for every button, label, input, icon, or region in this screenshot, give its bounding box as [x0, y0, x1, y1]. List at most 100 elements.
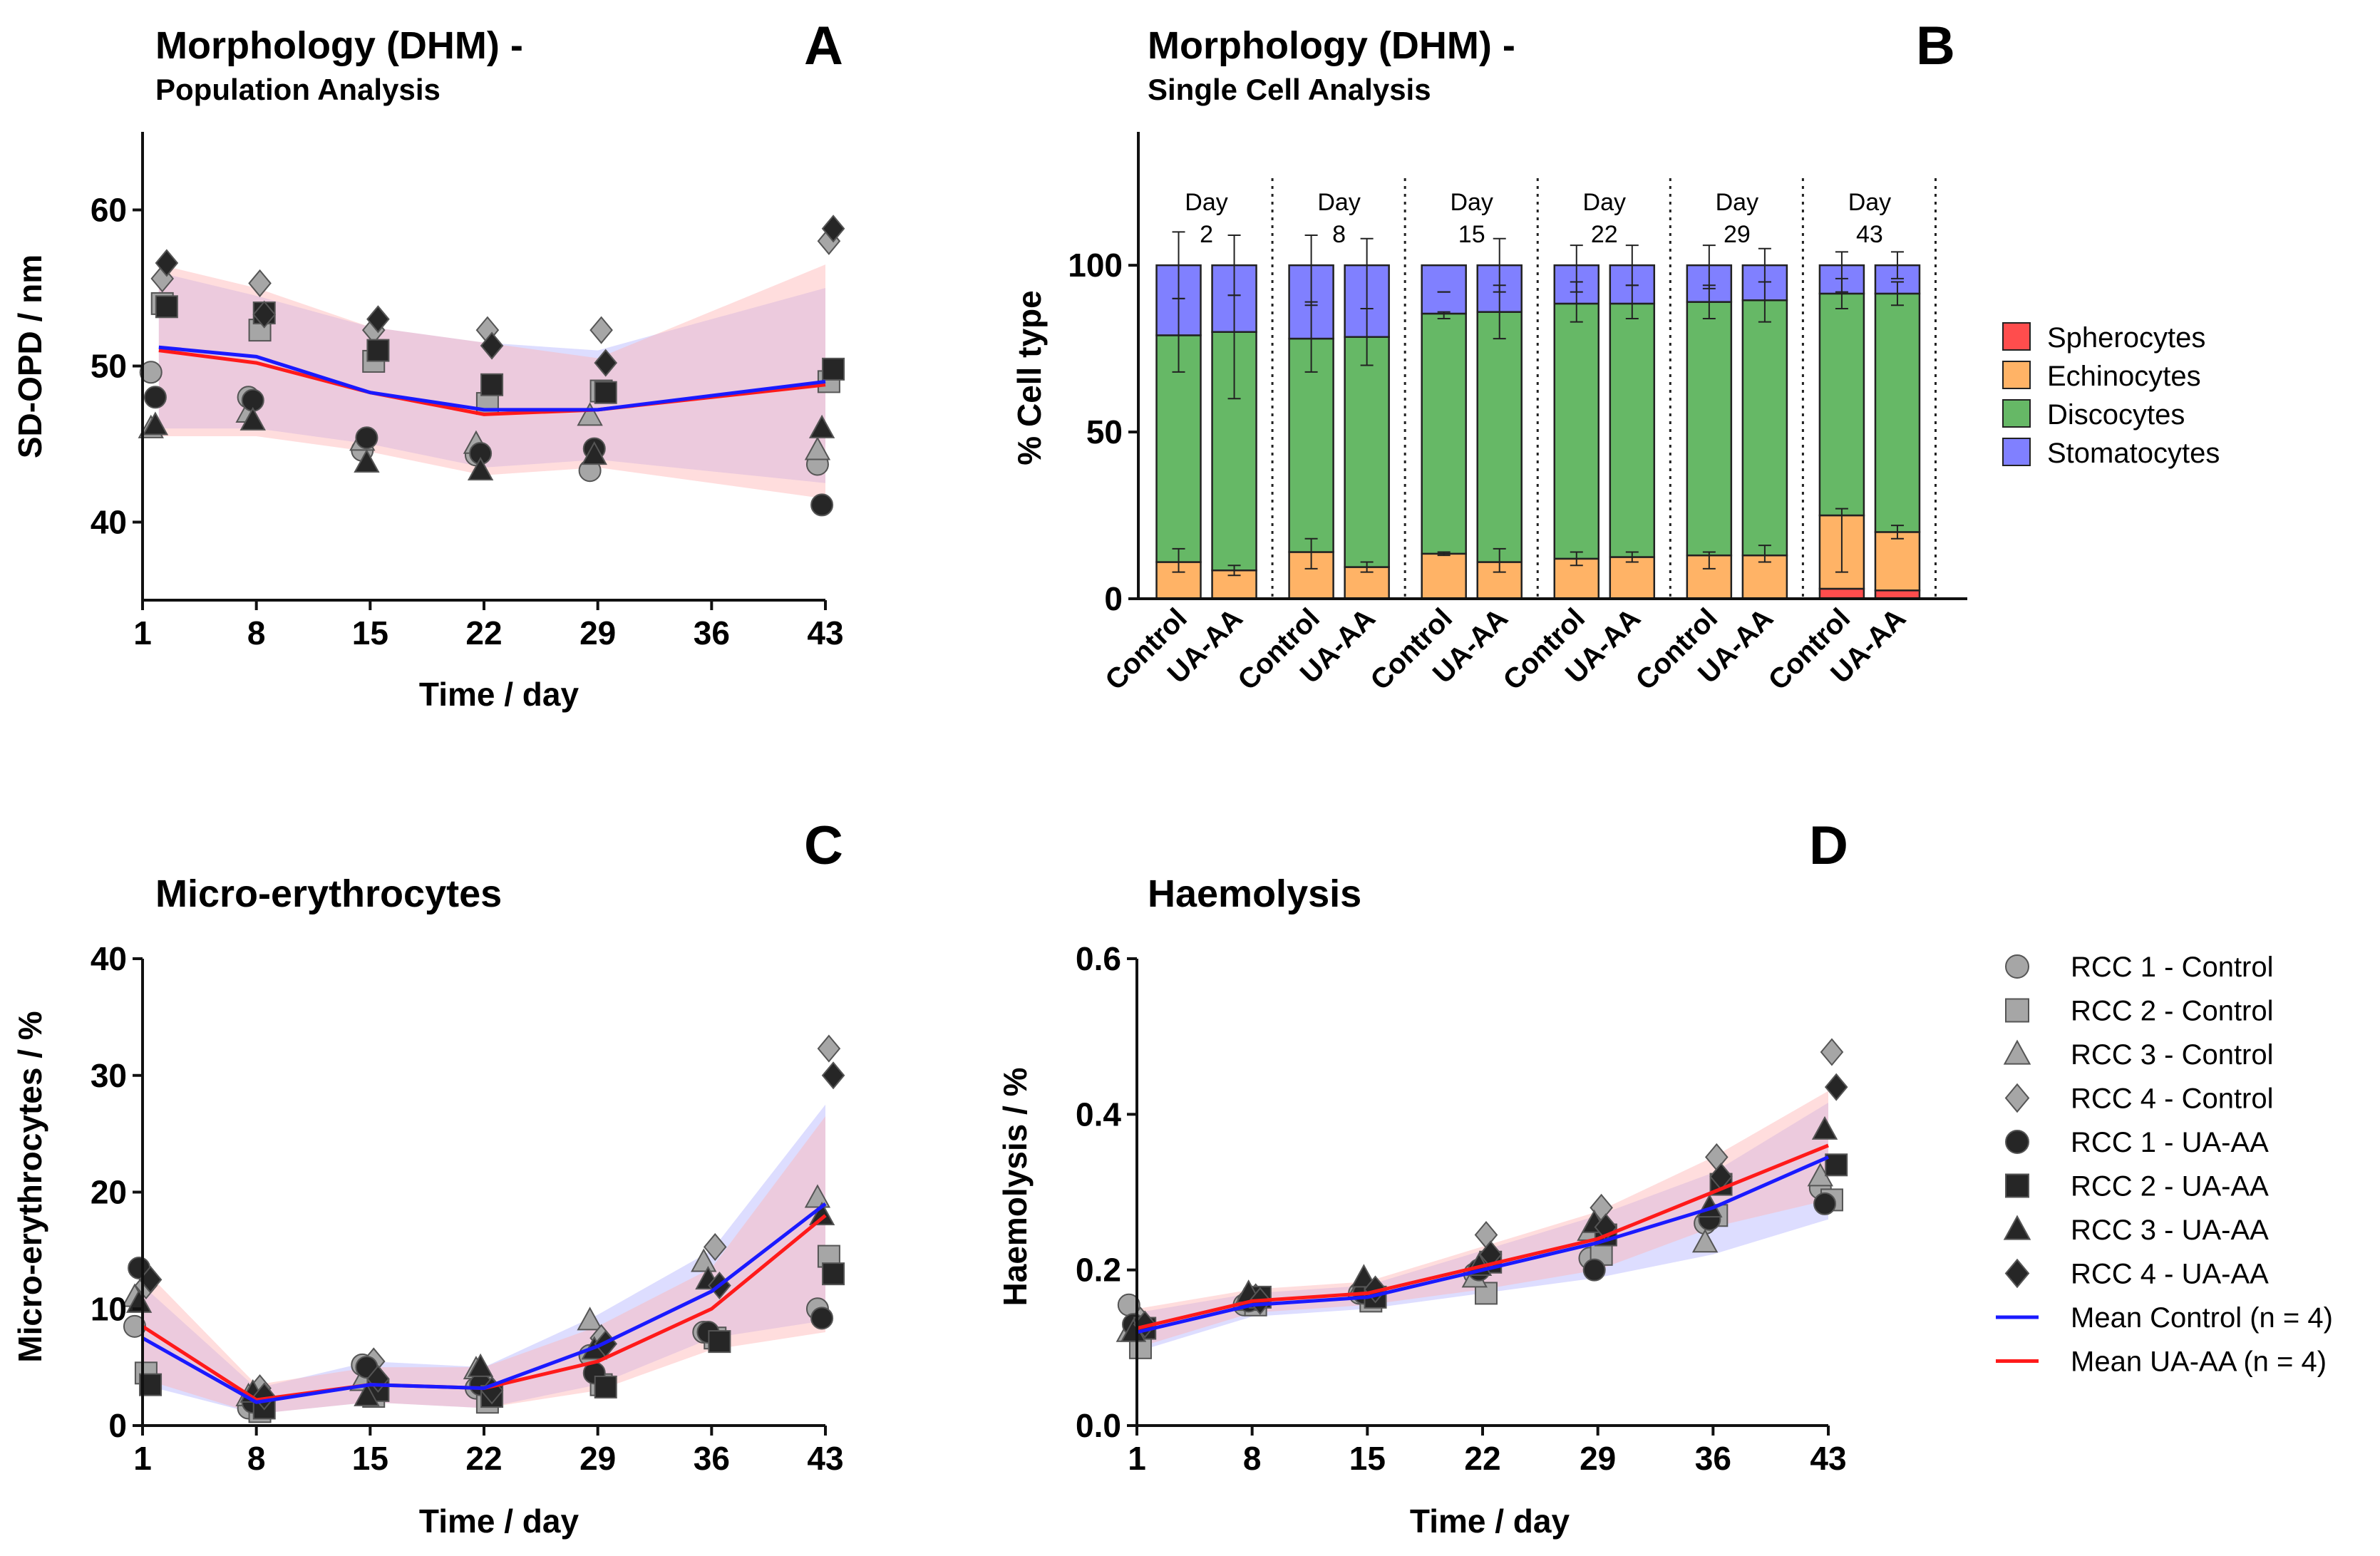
y-tick-label: 0.6 — [1076, 940, 1121, 977]
x-tick-label: 15 — [352, 1440, 388, 1477]
data-point — [155, 295, 178, 319]
day-number: 15 — [1458, 221, 1485, 248]
x-tick-label: 1 — [133, 1440, 152, 1477]
data-point — [708, 1330, 731, 1354]
day-number: 2 — [1200, 221, 1213, 248]
bar-segment-discocytes — [1155, 334, 1202, 563]
data-point — [252, 300, 277, 329]
plot-area — [121, 1034, 845, 1423]
data-point — [143, 386, 167, 409]
data-point — [355, 426, 378, 450]
x-tick-label: 1 — [133, 614, 152, 651]
x-tick-label: 22 — [465, 614, 502, 651]
data-point — [594, 1375, 617, 1398]
day-label: Day — [1848, 189, 1891, 216]
x-tick-label: 1 — [1128, 1440, 1146, 1477]
day-number: 22 — [1591, 221, 1618, 248]
y-tick-label: 40 — [91, 504, 127, 541]
data-point — [248, 269, 272, 297]
bar-segment-echinocytes — [1421, 552, 1467, 600]
x-tick-label: 36 — [694, 1440, 730, 1477]
data-point — [594, 349, 618, 377]
x-tick-label: 29 — [1580, 1440, 1616, 1477]
data-point — [467, 1353, 494, 1377]
panel-a-title: Morphology (DHM) - — [155, 24, 523, 67]
bar-segment-stomatocytes — [1421, 264, 1467, 315]
data-point — [1813, 1192, 1837, 1215]
bar-segment-discocytes — [1686, 301, 1733, 557]
bar-segment-discocytes — [1874, 292, 1921, 533]
panel-d-ylabel: Haemolysis / % — [996, 1068, 1034, 1307]
uaaa-range-band — [1137, 1091, 1828, 1348]
x-tick-label: 8 — [247, 1440, 266, 1477]
data-point — [354, 1382, 380, 1406]
legend-marker — [2005, 1130, 2029, 1154]
x-tick-label: 15 — [1349, 1440, 1386, 1477]
x-tick-label: 36 — [694, 614, 730, 651]
plot-area — [138, 215, 845, 517]
legend-marker — [2004, 1083, 2030, 1113]
legend-marker — [2005, 1173, 2029, 1198]
panel-a-ylabel: SD-OPD / nm — [11, 254, 48, 458]
y-tick-label: 20 — [91, 1174, 127, 1211]
bar-segment-discocytes — [1288, 337, 1334, 553]
legend-label: Mean UA-AA (n = 4) — [2071, 1346, 2327, 1378]
data-point — [577, 402, 603, 426]
data-point — [142, 411, 169, 436]
legend-marker — [2005, 954, 2029, 979]
y-tick-label: 100 — [1068, 247, 1123, 284]
data-point — [139, 361, 163, 384]
day-label: Day — [1583, 189, 1626, 216]
day-number: 8 — [1332, 221, 1346, 248]
y-tick-label: 0.0 — [1076, 1407, 1121, 1444]
day-label: Day — [1317, 189, 1360, 216]
legend-label: Discocytes — [2047, 399, 2185, 431]
data-point — [366, 339, 390, 362]
data-point — [589, 316, 613, 344]
y-tick-label: 30 — [91, 1057, 127, 1094]
data-point — [354, 448, 380, 473]
data-point — [821, 1061, 845, 1090]
data-point — [1825, 1153, 1848, 1177]
data-point — [480, 373, 504, 396]
panel-b: Morphology (DHM) - Single Cell Analysis … — [1011, 16, 2220, 696]
data-point — [817, 1034, 841, 1063]
y-tick-label: 0.4 — [1076, 1096, 1121, 1133]
panel-d-letter: D — [1809, 815, 1848, 876]
legend-swatch — [2002, 438, 2031, 466]
data-point — [581, 441, 607, 465]
uaaa-mean-line — [1136, 1143, 1829, 1330]
legend-label: RCC 2 - UA-AA — [2071, 1171, 2269, 1202]
y-tick-label: 10 — [91, 1290, 127, 1327]
y-tick-label: 50 — [91, 348, 127, 385]
bar-segment-discocytes — [1818, 292, 1865, 517]
bar-segment-discocytes — [1421, 312, 1467, 555]
x-tick-label: 36 — [1695, 1440, 1731, 1477]
y-tick-label: 0.2 — [1076, 1252, 1121, 1289]
data-point — [155, 249, 179, 277]
day-label: Day — [1716, 189, 1758, 216]
legend-label: Mean Control (n = 4) — [2071, 1302, 2333, 1334]
data-point — [810, 493, 834, 517]
legend-marker — [2005, 998, 2029, 1023]
x-tick-label: 43 — [807, 1440, 843, 1477]
data-point — [1691, 1229, 1719, 1253]
x-tick-label: 15 — [352, 614, 388, 651]
day-label: Day — [1450, 189, 1493, 216]
panel-c-title: Micro-erythrocytes — [155, 872, 502, 915]
data-point — [808, 1201, 835, 1225]
data-point — [703, 1232, 727, 1262]
panel-b-subtitle: Single Cell Analysis — [1148, 73, 1431, 106]
legend-label: RCC 2 - Control — [2071, 996, 2274, 1027]
day-number: 29 — [1724, 221, 1751, 248]
data-point — [1582, 1258, 1606, 1282]
data-point — [822, 357, 845, 381]
data-point — [808, 414, 835, 438]
bar-segment-discocytes — [1609, 302, 1656, 558]
data-point — [577, 1307, 603, 1331]
data-point — [594, 381, 617, 404]
panel-c-letter: C — [804, 815, 843, 876]
legend-label: RCC 1 - Control — [2071, 952, 2274, 983]
control-mean-line — [141, 1202, 827, 1404]
